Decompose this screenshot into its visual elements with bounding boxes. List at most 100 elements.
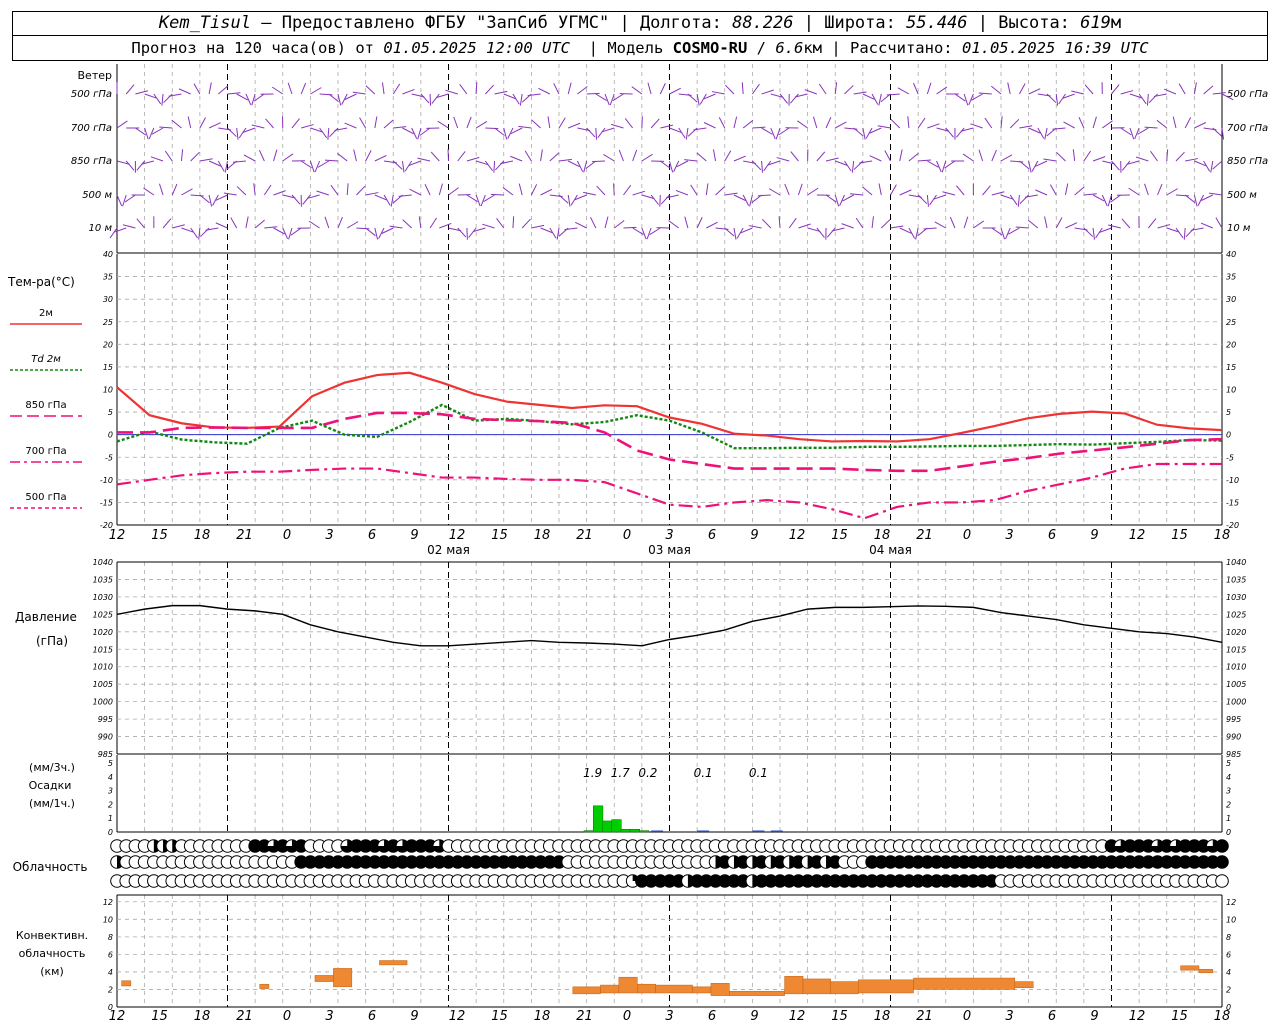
wind-barb	[353, 149, 357, 162]
y-tick-label-right: 8	[1226, 933, 1231, 942]
longitude-value: 88.226	[732, 13, 794, 33]
wind-barb	[927, 123, 940, 129]
wind-barb	[853, 127, 864, 137]
wind-barb	[1138, 93, 1147, 105]
wind-barb	[1017, 194, 1020, 207]
convective-cloud-panel: 0 0 2 2 4 4 6 6 8 8 10 10 12 12 Конвективн. облачность (…	[16, 894, 1236, 1024]
precip-bar	[583, 830, 594, 833]
x-tick-label: 21	[576, 1009, 593, 1024]
wind-barb	[259, 149, 265, 162]
wind-barb	[784, 183, 790, 196]
x-tick-label: 0	[963, 1009, 971, 1024]
y-tick-label-left: 1025	[93, 610, 113, 619]
data-provider: Предоставлено ФГБУ "ЗапСиб УГМС"	[281, 13, 610, 33]
wind-barb	[1019, 125, 1033, 129]
wind-barb	[733, 194, 746, 201]
wind-barb	[181, 188, 193, 196]
wind-level-right: 850 гПа	[1227, 156, 1268, 167]
wind-barb	[1221, 127, 1225, 140]
resolution-unit: км	[803, 39, 822, 57]
wind-barb	[1144, 183, 1149, 196]
wind-barb	[586, 127, 596, 138]
wind-barb	[1201, 194, 1214, 201]
wind-barb	[448, 227, 462, 232]
wind-barb	[641, 227, 647, 240]
wind-barb	[483, 194, 495, 202]
wind-barb	[273, 190, 286, 196]
convective-bar	[1180, 965, 1200, 971]
wind-barb	[224, 160, 228, 173]
wind-barb	[834, 194, 840, 207]
y-tick-label-left: 15	[103, 363, 113, 372]
y-tick-label-right: 990	[1226, 733, 1241, 742]
x-tick-label: 3	[1005, 1009, 1013, 1024]
wind-barb	[113, 227, 127, 233]
x-tick-label: 12	[109, 1009, 126, 1024]
wind-barb	[749, 194, 753, 207]
y-tick-label-right: 3	[1226, 787, 1231, 796]
wind-barb	[878, 183, 882, 196]
wind-barb	[300, 82, 307, 95]
y-tick-label-left: 10	[103, 915, 113, 924]
wind-barb	[374, 227, 379, 240]
wind-barb	[438, 183, 443, 196]
wind-barb	[687, 93, 698, 103]
wind-barb	[641, 153, 653, 162]
wind-barb	[141, 160, 154, 165]
wind-barb	[1193, 82, 1197, 95]
legend-t2m: 2м	[39, 308, 53, 319]
wind-barb	[1148, 93, 1158, 104]
wind-barb	[601, 127, 615, 133]
wind-barb	[908, 227, 916, 239]
wind-level-left: 850 гПа	[71, 156, 112, 167]
wind-barb	[495, 160, 505, 171]
wind-barb	[890, 118, 901, 129]
wind-barb	[929, 194, 937, 206]
wind-barb	[1074, 186, 1085, 196]
wind-barb	[825, 194, 837, 203]
cloud-cover-panel: Облачность	[13, 839, 1229, 888]
legend-t850: 850 гПа	[25, 400, 66, 411]
wind-barb	[624, 118, 634, 129]
wind-barb	[530, 184, 538, 196]
wind-barb	[1129, 127, 1135, 140]
precip-amount-label: 1.7	[611, 766, 630, 780]
wind-barb	[148, 127, 155, 140]
wind-barb	[448, 187, 459, 196]
wind-barb	[402, 219, 413, 229]
wind-barb	[540, 149, 543, 162]
wind-barb	[669, 127, 682, 134]
wind-barb	[337, 152, 348, 162]
wind-barb	[459, 84, 468, 95]
wind-barb	[282, 153, 294, 162]
wind-level-left: 700 гПа	[71, 123, 112, 134]
y-tick-label-left: 2	[108, 985, 113, 994]
cloud-symbol	[1215, 855, 1229, 869]
wind-barb	[172, 224, 185, 229]
wind-barb	[1058, 93, 1066, 105]
wind-barb	[1156, 119, 1168, 129]
wind-barb	[1137, 127, 1149, 135]
wind-barb	[590, 217, 597, 229]
precip-bar	[629, 828, 640, 833]
wind-barb	[899, 189, 912, 196]
wind-barb	[768, 188, 781, 196]
wind-barb	[907, 116, 910, 129]
x-tick-label: 18	[534, 1009, 551, 1024]
x-tick-label: 21	[916, 528, 933, 543]
wind-barb	[742, 119, 754, 129]
wind-barb	[392, 83, 401, 95]
wind-barb	[962, 153, 974, 162]
y-tick-label-right: 1010	[1226, 663, 1246, 672]
wind-barb	[776, 157, 790, 162]
wind-barb	[718, 117, 726, 129]
wind-barb	[538, 87, 551, 95]
wind-barb	[1043, 158, 1057, 162]
altitude-label: Высота:	[998, 13, 1070, 33]
wind-barb	[899, 227, 912, 234]
wind-barb	[457, 227, 467, 238]
wind-barb	[1111, 160, 1120, 171]
series-t2m	[116, 371, 1223, 443]
wind-barb	[568, 122, 581, 129]
wind-barb	[190, 151, 200, 162]
